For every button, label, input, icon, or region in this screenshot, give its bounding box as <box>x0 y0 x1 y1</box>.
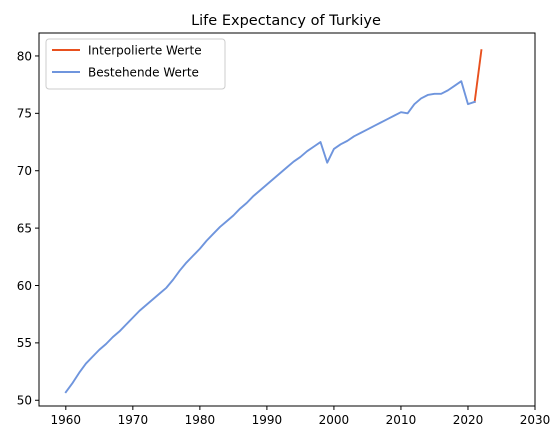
legend-label: Bestehende Werte <box>88 65 199 79</box>
legend-label: Interpolierte Werte <box>88 43 202 57</box>
y-tick-label: 70 <box>17 164 32 178</box>
x-tick-label: 2000 <box>319 413 350 427</box>
x-tick-label: 1980 <box>185 413 216 427</box>
plot-area <box>38 32 536 407</box>
series-line-1 <box>64 80 476 394</box>
x-tick-label: 1970 <box>118 413 149 427</box>
x-axis: 1960 1970 1980 1990 2000 2010 2020 2030 <box>51 406 551 427</box>
chart-title: Life Expectancy of Turkiye <box>191 13 381 29</box>
series-layer <box>64 49 483 394</box>
y-axis: 50 55 60 65 70 75 80 <box>17 49 39 408</box>
y-tick-label: 75 <box>17 107 32 121</box>
x-tick-label: 1960 <box>51 413 82 427</box>
x-tick-label: 2010 <box>386 413 417 427</box>
series-line-0 <box>473 49 483 103</box>
legend: Interpolierte Werte Bestehende Werte <box>45 38 226 90</box>
x-tick-label: 2020 <box>453 413 484 427</box>
x-tick-label: 1990 <box>252 413 283 427</box>
y-tick-label: 80 <box>17 49 32 63</box>
x-tick-label: 2030 <box>520 413 551 427</box>
y-tick-label: 65 <box>17 221 32 235</box>
legend-box <box>45 38 226 90</box>
y-tick-label: 60 <box>17 279 32 293</box>
y-tick-label: 50 <box>17 394 32 408</box>
y-tick-label: 55 <box>17 336 32 350</box>
